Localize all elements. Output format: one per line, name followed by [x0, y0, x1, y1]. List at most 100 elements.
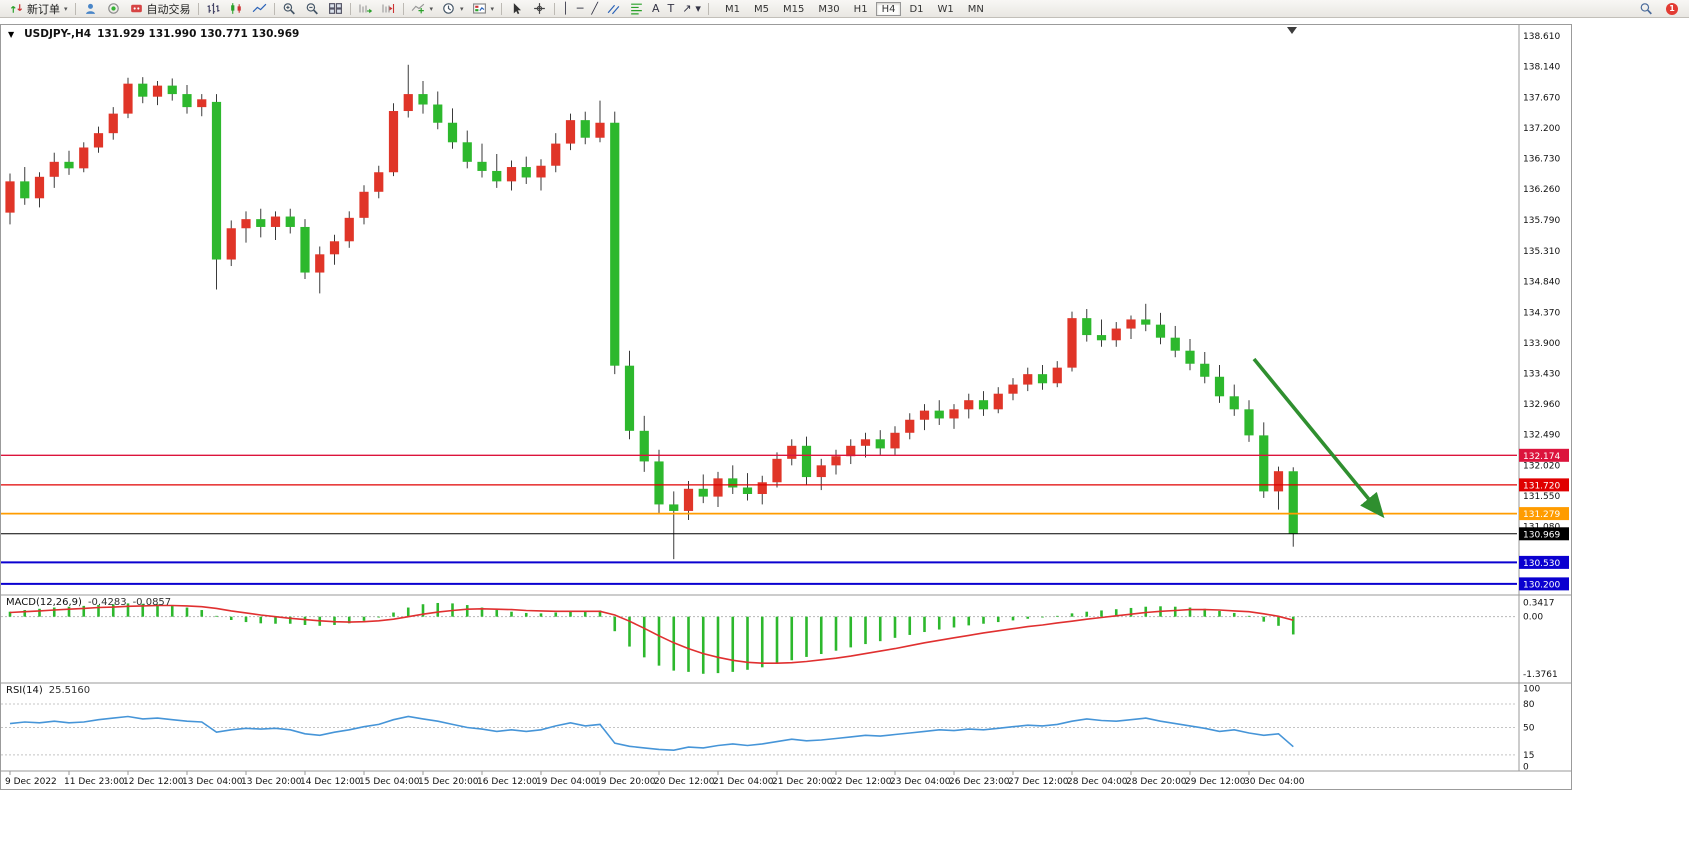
time-axis-label[interactable]: 19 Dec 04:00	[536, 777, 597, 787]
time-axis-label[interactable]: 16 Dec 12:00	[477, 777, 538, 787]
time-axis-label[interactable]: 14 Dec 12:00	[300, 777, 361, 787]
crosshair-icon	[534, 3, 545, 14]
time-axis-label[interactable]: 21 Dec 04:00	[713, 777, 774, 787]
time-axis-label[interactable]: 29 Dec 12:00	[1185, 777, 1246, 787]
chevron-down-icon: ▾	[460, 4, 464, 13]
cursor-button[interactable]	[505, 1, 528, 17]
candle-body	[167, 85, 177, 95]
zoom-out-button[interactable]	[301, 1, 324, 17]
channel-button[interactable]	[602, 1, 625, 17]
timeframe-button-m5[interactable]: M5	[753, 3, 769, 15]
candle-body	[654, 461, 664, 505]
templates-button[interactable]: ▾	[468, 1, 499, 17]
fibonacci-button[interactable]	[625, 1, 648, 17]
candle-body	[964, 400, 974, 410]
toolbar-separator	[273, 2, 275, 15]
text-tool-button[interactable]: A	[648, 1, 664, 17]
search-icon	[1640, 3, 1652, 15]
chevron-down-icon: ▾	[64, 4, 68, 13]
voice-chat-button[interactable]	[102, 1, 125, 17]
bar-chart-button[interactable]	[202, 1, 225, 17]
candle-body	[300, 226, 310, 273]
time-axis-label[interactable]: 15 Dec 04:00	[359, 777, 420, 787]
time-axis-label[interactable]: 9 Dec 2022	[5, 777, 57, 787]
candle-body	[241, 219, 251, 229]
candle-body	[93, 133, 104, 148]
macd-signal-line	[9, 604, 1294, 665]
candlestick-chart-button[interactable]	[225, 1, 248, 17]
time-axis-label[interactable]: 22 Dec 12:00	[831, 777, 892, 787]
time-axis-label[interactable]: 27 Dec 12:00	[1008, 777, 1069, 787]
toolbar-separator	[349, 2, 351, 15]
candle-body	[5, 181, 15, 213]
candle-body	[152, 85, 163, 97]
candle-body	[433, 104, 443, 123]
time-axis-label[interactable]: 11 Dec 23:00	[64, 777, 125, 787]
line-chart-button[interactable]	[248, 1, 271, 17]
crosshair-button[interactable]	[528, 1, 551, 17]
chart-canvas[interactable]: 138.610 138.140 137.670 137.200 136.730 136.2…	[1, 25, 1571, 789]
candle-body	[197, 99, 207, 108]
timeframe-button-m30[interactable]: M30	[818, 3, 840, 15]
time-axis-label[interactable]: 26 Dec 23:00	[949, 777, 1010, 787]
svg-text:131.279: 131.279	[1523, 510, 1560, 520]
horizontal-line-icon: ─	[576, 1, 584, 15]
community-button[interactable]	[79, 1, 102, 17]
candle-body	[978, 400, 989, 410]
horizontal-line-button[interactable]: ─	[573, 1, 588, 17]
chart-shift-button[interactable]	[377, 1, 400, 17]
time-axis-label[interactable]: 13 Dec 20:00	[241, 777, 302, 787]
candle-body	[1067, 318, 1077, 368]
text-tool-icon: A	[651, 1, 660, 15]
time-axis-label[interactable]: 15 Dec 20:00	[418, 777, 479, 787]
timeframe-button-h4[interactable]: H4	[875, 1, 902, 16]
candle-body	[934, 410, 944, 419]
candle-body	[1259, 435, 1269, 492]
time-axis-label[interactable]: 19 Dec 20:00	[595, 777, 656, 787]
price-axis-label: 133.430	[1523, 370, 1560, 380]
time-axis-label[interactable]: 21 Dec 20:00	[772, 777, 833, 787]
timeframe-button-w1[interactable]: W1	[937, 3, 954, 15]
time-axis-label[interactable]: 13 Dec 04:00	[182, 777, 243, 787]
rsi-axis-label: 80	[1523, 700, 1535, 710]
trend-arrow-annotation[interactable]	[1252, 357, 1385, 519]
new-order-button[interactable]: 新订单 ▾	[5, 1, 72, 17]
timeframe-button-h1[interactable]: H1	[853, 3, 868, 15]
tile-windows-button[interactable]	[324, 1, 347, 17]
toolbar-separator	[707, 2, 709, 15]
candle-body	[905, 419, 915, 433]
zoom-in-button[interactable]	[278, 1, 301, 17]
candle-body	[20, 181, 30, 199]
svg-text:132.174: 132.174	[1523, 452, 1560, 462]
timeframe-button-m15[interactable]: M15	[782, 3, 805, 15]
toolbar-separator	[554, 2, 556, 15]
vertical-line-icon: │	[562, 1, 569, 15]
timeframe-button-mn[interactable]: MN	[967, 3, 984, 15]
candle-body	[521, 167, 531, 178]
vertical-line-button[interactable]: │	[558, 1, 573, 17]
candle-body	[359, 191, 369, 218]
time-axis-label[interactable]: 12 Dec 12:00	[123, 777, 184, 787]
time-axis-label[interactable]: 20 Dec 12:00	[654, 777, 715, 787]
search-button[interactable]	[1635, 1, 1658, 17]
timeframe-button-m1[interactable]: M1	[724, 3, 740, 15]
price-axis-label: 133.900	[1523, 339, 1560, 349]
notification-badge[interactable]: 1	[1666, 2, 1678, 15]
macd-axis-label: 0.00	[1523, 613, 1543, 623]
time-axis-label[interactable]: 23 Dec 04:00	[890, 777, 951, 787]
time-axis-label[interactable]: 28 Dec 20:00	[1126, 777, 1187, 787]
trendline-button[interactable]: ╱	[587, 1, 602, 17]
time-axis-label[interactable]: 30 Dec 04:00	[1244, 777, 1305, 787]
periods-button[interactable]: ▾	[437, 1, 468, 17]
candle-body	[1214, 376, 1225, 397]
candle-body	[831, 456, 841, 466]
time-axis-label[interactable]: 28 Dec 04:00	[1067, 777, 1128, 787]
indicators-button[interactable]: ▾	[407, 1, 438, 17]
autotrading-button[interactable]: 自动交易	[125, 1, 195, 17]
chart-shift-marker[interactable]	[1287, 27, 1297, 34]
auto-scroll-button[interactable]	[354, 1, 377, 17]
candle-body	[388, 111, 399, 173]
text-label-button[interactable]: T	[663, 1, 678, 17]
arrows-tool-button[interactable]: ↗ ▾	[678, 1, 705, 17]
timeframe-button-d1[interactable]: D1	[909, 3, 924, 15]
